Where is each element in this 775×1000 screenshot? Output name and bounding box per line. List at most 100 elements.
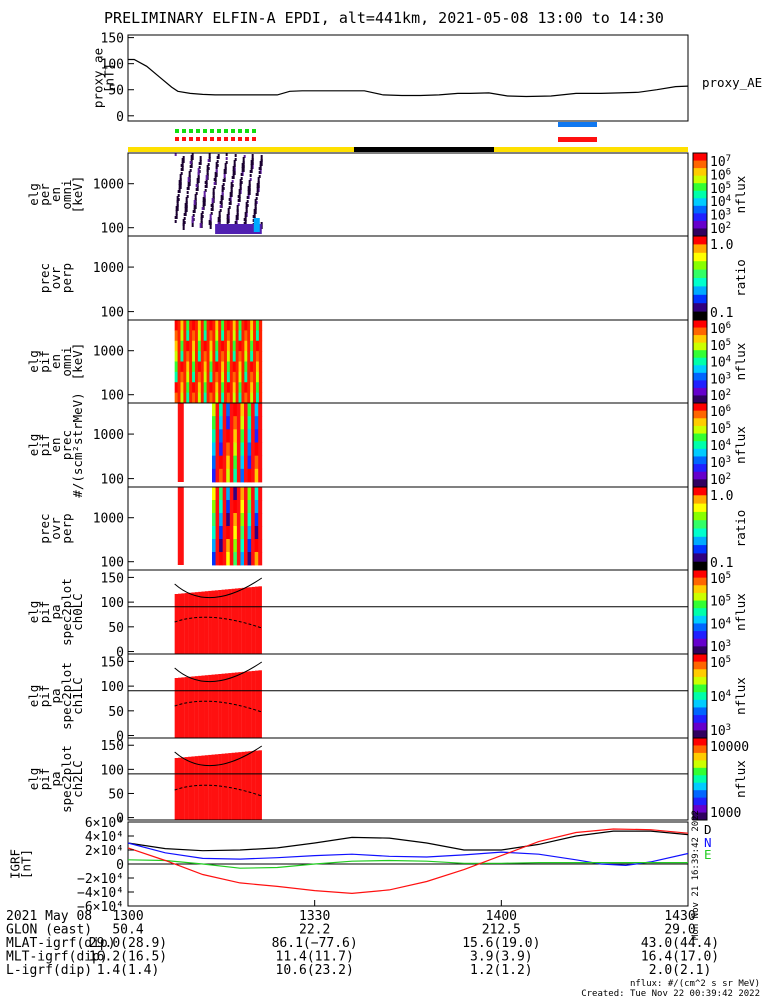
colorbar-segment (693, 760, 707, 769)
spectro-cell (247, 186, 250, 191)
spectro-cell (247, 416, 252, 430)
panel-ylabel-line: omni (59, 179, 74, 209)
spectro-cell (197, 361, 202, 373)
spectro-cell (177, 320, 181, 331)
ytick-label: 100 (101, 306, 124, 321)
colorbar-label: ratio (733, 259, 748, 297)
ytick-label: 100 (101, 473, 124, 488)
spectro-cell (180, 351, 184, 362)
spectro-cell (219, 552, 224, 566)
ae-ytick-label: 50 (108, 84, 124, 99)
spectro-cell (228, 206, 231, 209)
panel-ylabel-line: elg (26, 183, 41, 206)
spectro-cell (214, 590, 219, 654)
colorbar-segment (693, 190, 707, 199)
colorbar-segment (693, 608, 707, 617)
spectro-cell (238, 752, 242, 820)
spectro-cell (186, 351, 190, 362)
spectro-cell (222, 500, 227, 514)
spectro-cell (189, 161, 192, 164)
spectro-cell (244, 320, 248, 331)
spectro-cell (254, 539, 259, 553)
spectro-cell (210, 204, 213, 207)
spectro-cell (236, 429, 241, 443)
spectro-cell (183, 392, 187, 404)
spectro-cell (253, 351, 257, 362)
colorbar-segment (693, 213, 707, 222)
spectro-cell (213, 182, 216, 185)
spectro-cell (202, 197, 205, 202)
spectro-cell (226, 361, 231, 373)
spectro-cell (238, 672, 242, 738)
colorbar-segment (693, 661, 707, 670)
panel-ylabel-line: pa (48, 688, 63, 703)
colorbar-segment (693, 418, 707, 427)
spectro-cell (244, 340, 248, 352)
spectro-cell (235, 392, 239, 404)
spectro-cell (189, 320, 193, 331)
spectro-cell (238, 361, 242, 373)
spectro-cell (187, 181, 190, 186)
spectro-cell (247, 442, 252, 457)
spectro-cell (197, 392, 202, 404)
spectro-cell (248, 671, 252, 738)
spectro-cell (213, 178, 216, 181)
spectro-cell (180, 340, 184, 352)
blue-indicator (558, 122, 597, 127)
spectro-cell (209, 214, 212, 221)
spectro-cell (209, 330, 213, 342)
colorbar-segment (693, 236, 707, 245)
spectro-cell (181, 593, 185, 654)
colorbar-tick-3: 106 (710, 404, 731, 420)
spectro-cell (209, 361, 213, 373)
spectro-cell (212, 382, 216, 394)
spectro-cell (217, 221, 220, 226)
ytick-label: 50 (108, 787, 124, 802)
spectro-cell (211, 590, 216, 654)
colorbar-tick-7: 1000 (710, 806, 741, 821)
spectro-cell (234, 158, 237, 161)
igrf-ytick-label: 0 (116, 858, 124, 873)
spectro-cell (183, 217, 186, 220)
spectro-cell (215, 361, 219, 373)
panel-ylabel-line: ovr (48, 517, 63, 540)
spectro-cell (193, 200, 196, 205)
spectro-cell (238, 588, 242, 654)
spectro-cell (245, 587, 249, 654)
colorbar-segment (693, 278, 707, 287)
spectro-cell (176, 200, 179, 207)
loss-cone-arc (174, 784, 262, 797)
spectro-cell (243, 218, 246, 221)
spectro-cell (247, 371, 251, 383)
spectro-cell (174, 220, 177, 223)
colorbar-segment (693, 745, 707, 754)
spectro-cell (251, 487, 256, 501)
spectro-cell (244, 552, 248, 566)
spectro-cell (231, 752, 236, 820)
spectro-cell (250, 371, 254, 383)
spectro-cell (241, 671, 246, 738)
spectro-cell (247, 330, 251, 342)
spectro-cell (248, 587, 252, 654)
spectro-cell (184, 677, 189, 738)
spectro-cell (244, 330, 248, 342)
spectro-cell (236, 468, 241, 483)
spectro-cell (236, 403, 241, 417)
panel-ylabel-line: pif (37, 350, 52, 373)
spectro-cell (204, 591, 209, 654)
spectro-cell (190, 155, 193, 160)
spectro-cell (179, 174, 182, 181)
colorbar-segment (693, 600, 707, 609)
spectro-cell (219, 468, 224, 483)
spectro-cell (231, 180, 234, 183)
spectro-cell (253, 371, 257, 383)
spectro-cell (212, 487, 216, 501)
ytick-label: 1000 (93, 178, 124, 193)
spectro-cell (226, 468, 231, 483)
spectro-cell (174, 392, 178, 404)
spectro-cell (212, 552, 216, 566)
colorbar-tick-3: 104 (710, 438, 731, 454)
panel-ylabel-line: spec2plot (59, 745, 74, 813)
